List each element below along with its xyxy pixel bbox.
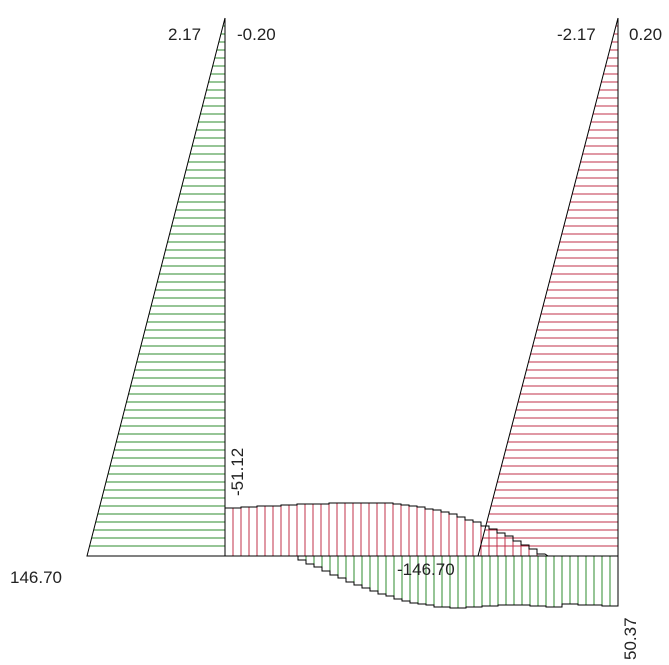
beam-end-value-label: 50.37 [621,617,640,660]
left-top-value-label: 2.17 [168,25,201,44]
beam-center-value-label: -146.70 [397,560,455,579]
left-top-value2-label: -0.20 [237,25,276,44]
beam-lower-outline [290,555,619,609]
outlines [86,17,619,609]
left-column-outline [86,17,226,557]
left-column-hatch-lines [89,25,225,547]
left-base-value-label: 146.70 [10,568,62,587]
right-column-outline [477,17,619,557]
right-top-value-label: -2.17 [557,25,596,44]
right-top-value2-label: 0.20 [629,25,662,44]
right-column-hatch-lines [480,25,618,547]
beam-upper-outline [224,502,549,557]
beam-lower-hatch-lines [297,556,619,608]
beam-mid-value-label: -51.12 [228,448,247,496]
